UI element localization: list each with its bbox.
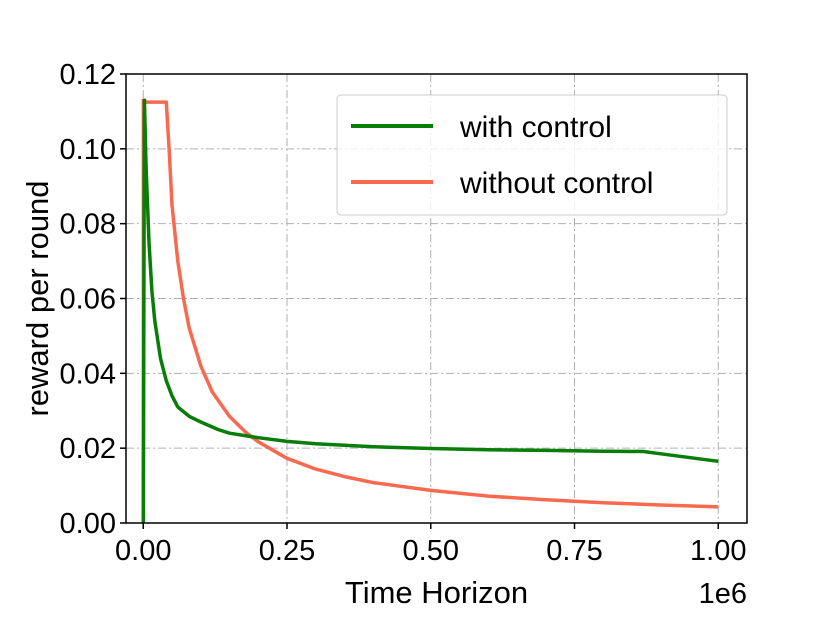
legend-entry-label: without control (459, 167, 653, 200)
y-axis-label: reward per round (20, 180, 55, 416)
x-tick-label: 0.50 (403, 535, 459, 567)
x-axis-offset-label: 1e6 (699, 578, 747, 610)
y-tick-label: 0.12 (60, 59, 116, 91)
series-lines (141, 98, 719, 524)
x-tick-label: 0.00 (115, 535, 171, 567)
y-tick-label: 0.04 (60, 358, 116, 390)
x-tick-label: 0.75 (546, 535, 602, 567)
y-tick-label: 0.06 (60, 284, 116, 316)
y-tick-label: 0.02 (60, 433, 116, 465)
y-tick-label: 0.10 (60, 134, 116, 166)
legend: with control without control (336, 94, 728, 216)
x-axis-label: Time Horizon (345, 575, 528, 610)
x-tick-label: 0.25 (259, 535, 315, 567)
y-tick-label: 0.08 (60, 209, 116, 241)
x-tick-label: 1.00 (690, 535, 746, 567)
series-line (141, 98, 719, 524)
axis-ticks: 0.00 0.25 0.50 0.75 1.00 0.00 0.02 0.04 0.06 0.08… (60, 59, 747, 567)
y-tick-label: 0.00 (60, 508, 116, 540)
legend-box (336, 94, 728, 216)
series-line (141, 98, 719, 524)
legend-entry-label: with control (459, 111, 612, 144)
